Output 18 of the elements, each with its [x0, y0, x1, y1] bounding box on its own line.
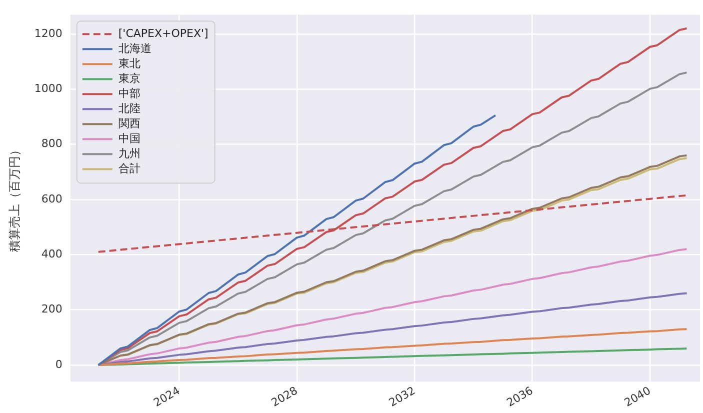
- y-tick-label: 200: [41, 302, 62, 316]
- y-tick-label: 1000: [34, 82, 62, 95]
- y-tick-label: 800: [41, 137, 62, 150]
- y-tick-label: 600: [41, 192, 62, 206]
- legend-label: ['CAPEX+OPEX']: [118, 26, 208, 40]
- legend-label: 中部: [118, 86, 140, 100]
- legend-label: 中国: [118, 132, 140, 145]
- legend-label: 合計: [118, 162, 140, 175]
- legend-label: 東北: [118, 56, 140, 70]
- y-tick-label: 1200: [34, 26, 62, 40]
- legend-label: 九州: [118, 146, 140, 160]
- y-tick-label: 0: [55, 358, 62, 371]
- y-tick-label: 400: [41, 248, 62, 261]
- legend-label: 北海道: [118, 42, 152, 55]
- y-axis-title: 積算売上（百万円）: [7, 144, 22, 252]
- legend-label: 北陸: [118, 102, 140, 115]
- legend-label: 東京: [118, 72, 140, 85]
- legend-label: 関西: [118, 116, 140, 130]
